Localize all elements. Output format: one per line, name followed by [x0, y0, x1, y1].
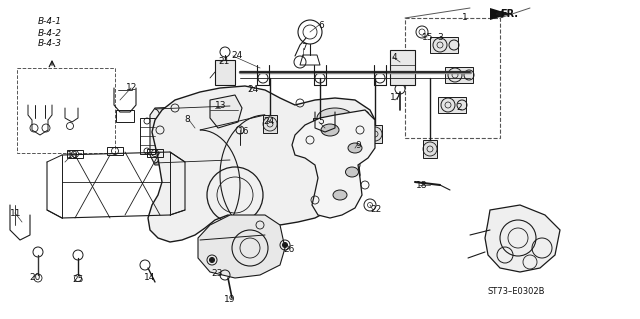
Text: 26: 26 [284, 244, 294, 254]
Text: 25: 25 [72, 276, 84, 285]
Bar [438, 97, 466, 113]
Ellipse shape [317, 108, 353, 128]
Polygon shape [148, 86, 375, 242]
Text: 1: 1 [462, 13, 468, 23]
Polygon shape [292, 110, 375, 218]
Text: 14: 14 [144, 273, 156, 283]
Text: B-4-2: B-4-2 [38, 28, 62, 38]
Ellipse shape [348, 143, 362, 153]
Bar [116, 110, 134, 122]
Text: 19: 19 [224, 294, 236, 303]
Bar [313, 118, 327, 136]
Ellipse shape [330, 156, 360, 174]
Text: 4: 4 [392, 53, 397, 62]
Text: FR.: FR. [500, 9, 518, 19]
Text: 10: 10 [67, 151, 79, 160]
Text: 21: 21 [218, 57, 229, 66]
Bar [147, 149, 163, 157]
Text: 9: 9 [355, 140, 361, 150]
Circle shape [282, 242, 287, 248]
Text: 6: 6 [318, 20, 324, 29]
Bar [405, 18, 500, 138]
Polygon shape [485, 205, 560, 272]
Text: 11: 11 [10, 209, 22, 218]
Bar [445, 67, 473, 83]
Text: 15: 15 [422, 33, 433, 41]
Text: 24: 24 [247, 85, 259, 94]
Bar [368, 125, 382, 143]
Text: 7: 7 [301, 43, 307, 53]
Ellipse shape [323, 179, 353, 197]
Text: 13: 13 [215, 101, 227, 110]
Text: 23: 23 [211, 270, 223, 278]
Polygon shape [490, 8, 510, 20]
Text: 12: 12 [126, 84, 138, 93]
Text: 24: 24 [231, 51, 243, 61]
Text: 16: 16 [238, 128, 250, 137]
Bar [140, 118, 155, 154]
Ellipse shape [334, 133, 366, 151]
Ellipse shape [346, 167, 358, 177]
Polygon shape [150, 105, 235, 165]
Text: 22: 22 [370, 205, 381, 214]
Bar [423, 140, 437, 158]
Bar [430, 37, 458, 53]
Bar [390, 50, 415, 85]
Bar [17, 68, 115, 153]
Bar [107, 147, 123, 155]
Ellipse shape [321, 124, 339, 136]
Bar [263, 115, 277, 133]
Text: ST73–E0302B: ST73–E0302B [488, 286, 545, 295]
Bar [215, 60, 235, 85]
Bar [67, 150, 83, 158]
Text: 18: 18 [416, 181, 428, 189]
Text: 2: 2 [456, 103, 461, 113]
Text: 17: 17 [390, 93, 401, 102]
Text: 8: 8 [184, 115, 189, 124]
Text: 20: 20 [29, 273, 41, 283]
Text: B-4-1: B-4-1 [38, 18, 62, 26]
Circle shape [209, 257, 214, 263]
Text: B-4-3: B-4-3 [38, 40, 62, 48]
Text: 5: 5 [318, 117, 324, 127]
Text: 24: 24 [263, 117, 275, 127]
Ellipse shape [333, 190, 347, 200]
Polygon shape [198, 215, 285, 278]
Text: 3: 3 [437, 33, 443, 41]
Polygon shape [210, 95, 242, 128]
